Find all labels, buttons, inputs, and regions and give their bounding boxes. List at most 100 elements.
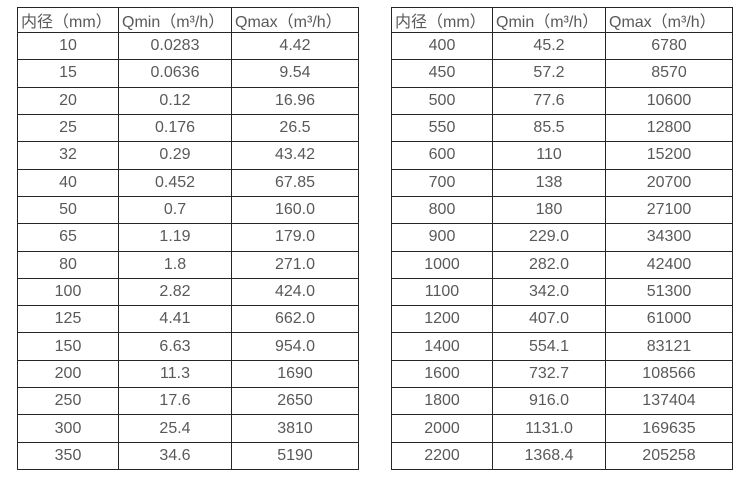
table-cell: 1.19 [118, 223, 232, 252]
table-cell: 1400 [391, 332, 493, 361]
table-row: 300 25.4 3810 [17, 414, 359, 443]
table-row: 400 45.2 6780 [391, 31, 733, 61]
table-cell: 0.176 [118, 113, 232, 143]
table-row: 125 4.41 662.0 [17, 305, 359, 334]
table-cell: 229.0 [492, 223, 606, 252]
table-cell: 160.0 [231, 195, 359, 225]
table-cell: 34.6 [118, 441, 232, 471]
table-row: 1100 342.0 51300 [391, 277, 733, 307]
table-cell: 350 [17, 441, 119, 471]
table-cell: 3810 [231, 414, 359, 443]
table-cell: 4.41 [118, 305, 232, 334]
table-cell: 10 [17, 31, 119, 61]
tables-container: 内径（mm） Qmin（m³/h） Qmax（m³/h） 10 0.0283 4.42 1… [17, 7, 733, 471]
table-cell: 407.0 [492, 305, 606, 334]
table-row: 32 0.29 43.42 [17, 141, 359, 170]
column-header: Qmin（m³/h） [492, 7, 606, 33]
table-cell: 10600 [605, 86, 733, 115]
table-cell: 110 [492, 141, 606, 170]
table-cell: 169635 [605, 414, 733, 443]
table-cell: 15 [17, 59, 119, 88]
table-cell: 26.5 [231, 113, 359, 143]
table-cell: 400 [391, 31, 493, 61]
table-row: 700 138 20700 [391, 168, 733, 197]
table-cell: 17.6 [118, 387, 232, 416]
table-row: 40 0.452 67.85 [17, 168, 359, 197]
table-cell: 11.3 [118, 359, 232, 389]
table-cell: 0.0636 [118, 59, 232, 88]
column-header: 内径（mm） [17, 7, 119, 33]
table-cell: 138 [492, 168, 606, 197]
table-row: 100 2.82 424.0 [17, 277, 359, 307]
table-cell: 2.82 [118, 277, 232, 307]
column-header: Qmax（m³/h） [231, 7, 359, 33]
table-cell: 0.7 [118, 195, 232, 225]
column-header: 内径（mm） [391, 7, 493, 33]
table-row: 65 1.19 179.0 [17, 223, 359, 252]
table-row: 1800 916.0 137404 [391, 387, 733, 416]
table-cell: 0.452 [118, 168, 232, 197]
table-row: 350 34.6 5190 [17, 441, 359, 471]
flow-table-small-diameters: 内径（mm） Qmin（m³/h） Qmax（m³/h） 10 0.0283 4.42 1… [17, 7, 359, 471]
table-cell: 700 [391, 168, 493, 197]
table-cell: 180 [492, 195, 606, 225]
table-cell: 4.42 [231, 31, 359, 61]
table-row: 2200 1368.4 205258 [391, 441, 733, 471]
table-row: 1000 282.0 42400 [391, 250, 733, 279]
table-cell: 662.0 [231, 305, 359, 334]
column-header: Qmin（m³/h） [118, 7, 232, 33]
table-cell: 1600 [391, 359, 493, 389]
table-cell: 916.0 [492, 387, 606, 416]
table-cell: 42400 [605, 250, 733, 279]
table-cell: 108566 [605, 359, 733, 389]
table-cell: 1690 [231, 359, 359, 389]
table-row: 550 85.5 12800 [391, 113, 733, 143]
table-row: 1200 407.0 61000 [391, 305, 733, 334]
table-cell: 45.2 [492, 31, 606, 61]
table-cell: 600 [391, 141, 493, 170]
table-row: 800 180 27100 [391, 195, 733, 225]
table-row: 1600 732.7 108566 [391, 359, 733, 389]
table-cell: 732.7 [492, 359, 606, 389]
table-row: 200 11.3 1690 [17, 359, 359, 389]
table-cell: 2000 [391, 414, 493, 443]
table-row: 250 17.6 2650 [17, 387, 359, 416]
table-row: 15 0.0636 9.54 [17, 59, 359, 88]
table-cell: 6780 [605, 31, 733, 61]
table-cell: 67.85 [231, 168, 359, 197]
table-cell: 1131.0 [492, 414, 606, 443]
table-cell: 34300 [605, 223, 733, 252]
table-cell: 137404 [605, 387, 733, 416]
table-cell: 550 [391, 113, 493, 143]
table-row: 450 57.2 8570 [391, 59, 733, 88]
table-cell: 8570 [605, 59, 733, 88]
header-row: 内径（mm） Qmin（m³/h） Qmax（m³/h） [391, 7, 733, 33]
table-row: 80 1.8 271.0 [17, 250, 359, 279]
table-cell: 1800 [391, 387, 493, 416]
table-cell: 85.5 [492, 113, 606, 143]
table-cell: 424.0 [231, 277, 359, 307]
table-cell: 15200 [605, 141, 733, 170]
column-header: Qmax（m³/h） [605, 7, 733, 33]
table-cell: 250 [17, 387, 119, 416]
table-row: 2000 1131.0 169635 [391, 414, 733, 443]
table-cell: 12800 [605, 113, 733, 143]
table-cell: 57.2 [492, 59, 606, 88]
table-cell: 100 [17, 277, 119, 307]
table-cell: 954.0 [231, 332, 359, 361]
table-cell: 32 [17, 141, 119, 170]
table-cell: 2650 [231, 387, 359, 416]
header-row: 内径（mm） Qmin（m³/h） Qmax（m³/h） [17, 7, 359, 33]
table-cell: 342.0 [492, 277, 606, 307]
table-cell: 205258 [605, 441, 733, 471]
table-cell: 65 [17, 223, 119, 252]
table-cell: 1368.4 [492, 441, 606, 471]
table-cell: 0.0283 [118, 31, 232, 61]
table-row: 150 6.63 954.0 [17, 332, 359, 361]
table-cell: 200 [17, 359, 119, 389]
table-cell: 77.6 [492, 86, 606, 115]
table-row: 900 229.0 34300 [391, 223, 733, 252]
table-cell: 20700 [605, 168, 733, 197]
table-cell: 6.63 [118, 332, 232, 361]
table-cell: 0.29 [118, 141, 232, 170]
